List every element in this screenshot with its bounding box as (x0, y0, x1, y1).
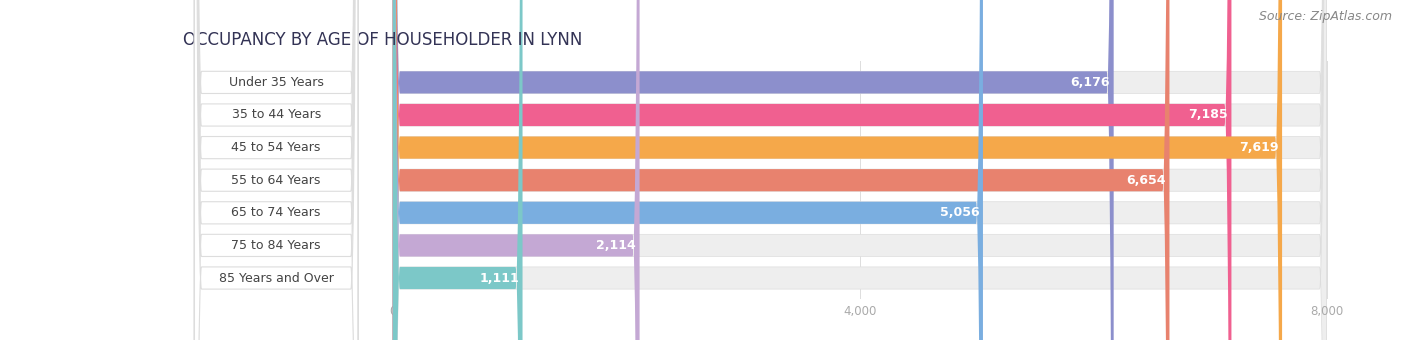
Text: 65 to 74 Years: 65 to 74 Years (232, 206, 321, 219)
FancyBboxPatch shape (392, 0, 1326, 340)
FancyBboxPatch shape (392, 0, 1326, 340)
Text: 35 to 44 Years: 35 to 44 Years (232, 108, 321, 121)
Text: 7,619: 7,619 (1239, 141, 1278, 154)
FancyBboxPatch shape (392, 0, 523, 340)
Text: Under 35 Years: Under 35 Years (229, 76, 323, 89)
FancyBboxPatch shape (392, 0, 1326, 340)
FancyBboxPatch shape (392, 0, 1326, 340)
Text: 75 to 84 Years: 75 to 84 Years (232, 239, 321, 252)
Text: 1,111: 1,111 (479, 272, 519, 285)
FancyBboxPatch shape (194, 0, 359, 340)
FancyBboxPatch shape (392, 0, 983, 340)
FancyBboxPatch shape (194, 0, 359, 340)
Text: 2,114: 2,114 (596, 239, 636, 252)
FancyBboxPatch shape (392, 0, 1114, 340)
Text: 6,654: 6,654 (1126, 174, 1166, 187)
Text: Source: ZipAtlas.com: Source: ZipAtlas.com (1258, 10, 1392, 23)
FancyBboxPatch shape (392, 0, 1326, 340)
Text: 85 Years and Over: 85 Years and Over (219, 272, 333, 285)
FancyBboxPatch shape (194, 0, 359, 340)
FancyBboxPatch shape (392, 0, 1170, 340)
FancyBboxPatch shape (392, 0, 1232, 340)
FancyBboxPatch shape (392, 0, 640, 340)
FancyBboxPatch shape (194, 0, 359, 340)
Text: OCCUPANCY BY AGE OF HOUSEHOLDER IN LYNN: OCCUPANCY BY AGE OF HOUSEHOLDER IN LYNN (183, 31, 582, 49)
FancyBboxPatch shape (392, 0, 1326, 340)
Text: 45 to 54 Years: 45 to 54 Years (232, 141, 321, 154)
Text: 6,176: 6,176 (1071, 76, 1111, 89)
Text: 7,185: 7,185 (1188, 108, 1227, 121)
FancyBboxPatch shape (194, 0, 359, 340)
Text: 55 to 64 Years: 55 to 64 Years (232, 174, 321, 187)
FancyBboxPatch shape (392, 0, 1282, 340)
FancyBboxPatch shape (392, 0, 1326, 340)
Text: 5,056: 5,056 (939, 206, 980, 219)
FancyBboxPatch shape (194, 0, 359, 340)
FancyBboxPatch shape (194, 0, 359, 340)
